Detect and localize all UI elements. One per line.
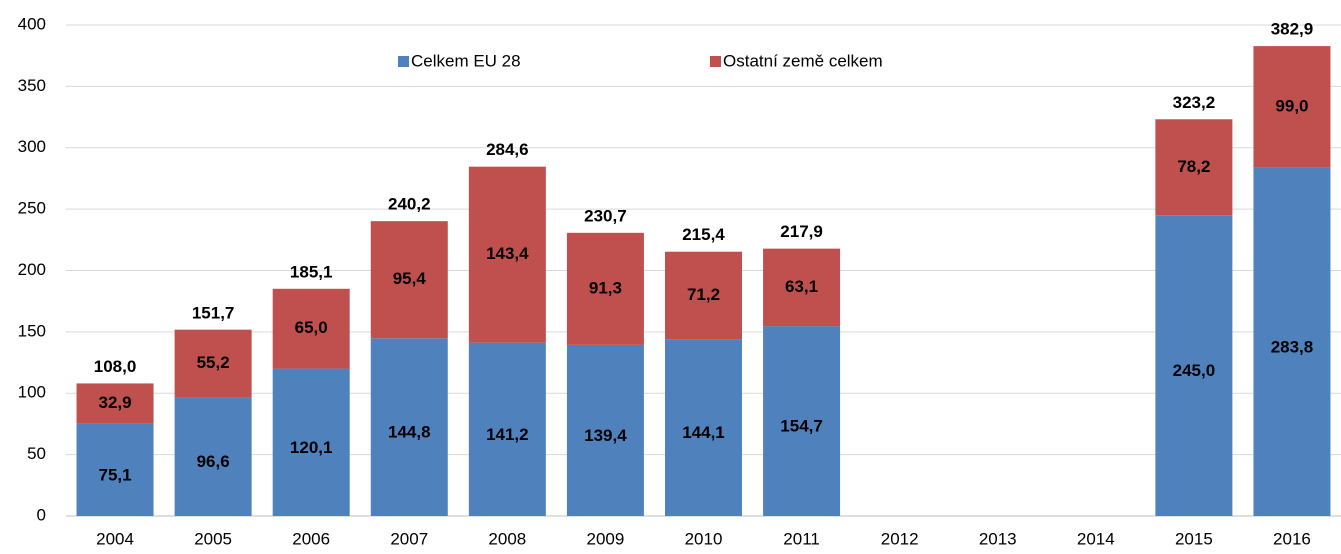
data-label: 141,2 <box>486 425 529 444</box>
x-tick-label: 2016 <box>1273 529 1311 548</box>
legend-label: Celkem EU 28 <box>411 51 521 70</box>
data-label: 91,3 <box>589 278 622 297</box>
total-label: 382,9 <box>1271 19 1314 38</box>
data-label: 32,9 <box>98 393 131 412</box>
total-label: 230,7 <box>584 206 627 225</box>
y-tick-label: 50 <box>27 444 46 463</box>
data-label: 95,4 <box>393 269 427 288</box>
bar-segment <box>272 368 350 516</box>
x-tick-label: 2006 <box>292 529 330 548</box>
x-tick-label: 2005 <box>194 529 232 548</box>
x-tick-label: 2007 <box>390 529 428 548</box>
bar-segment <box>76 423 154 516</box>
total-label: 215,4 <box>682 225 725 244</box>
bar-segment <box>763 248 841 327</box>
x-tick-label: 2013 <box>979 529 1017 548</box>
y-tick-label: 250 <box>18 199 46 218</box>
legend-swatch <box>398 56 409 67</box>
total-label: 323,2 <box>1173 93 1216 112</box>
data-label: 144,1 <box>682 423 725 442</box>
data-label: 96,6 <box>197 452 230 471</box>
bar-segment <box>665 339 742 516</box>
total-label: 284,6 <box>486 140 529 159</box>
y-tick-label: 0 <box>37 505 46 524</box>
data-label: 78,2 <box>1177 157 1210 176</box>
data-label: 99,0 <box>1275 96 1308 115</box>
total-label: 217,9 <box>780 222 823 241</box>
bar-segment <box>1155 215 1233 516</box>
data-label: 75,1 <box>98 465 131 484</box>
y-tick-label: 300 <box>18 137 46 156</box>
total-label: 151,7 <box>192 303 235 322</box>
bar-segment <box>763 326 841 516</box>
data-label: 143,4 <box>486 244 529 263</box>
y-tick-label: 150 <box>18 321 46 340</box>
bar-segment <box>174 329 252 398</box>
y-tick-label: 200 <box>18 260 46 279</box>
data-label: 71,2 <box>687 285 720 304</box>
y-tick-label: 400 <box>18 14 46 33</box>
bar-segment <box>1155 119 1233 216</box>
x-tick-label: 2008 <box>488 529 526 548</box>
total-label: 185,1 <box>290 262 333 281</box>
data-label: 245,0 <box>1173 361 1216 380</box>
data-label: 144,8 <box>388 423 431 442</box>
y-tick-label: 100 <box>18 383 46 402</box>
data-label: 65,0 <box>295 318 328 337</box>
x-tick-label: 2012 <box>881 529 919 548</box>
bar-segment <box>1253 46 1331 168</box>
data-label: 63,1 <box>785 277 818 296</box>
bar-segment <box>370 338 448 516</box>
x-tick-label: 2011 <box>783 529 820 548</box>
bar-segment <box>174 397 252 516</box>
bar-segment <box>566 344 644 516</box>
legend-swatch <box>710 56 721 67</box>
bar-segment <box>1253 167 1331 516</box>
x-tick-label: 2015 <box>1175 529 1213 548</box>
data-label: 154,7 <box>780 417 823 436</box>
data-label: 55,2 <box>197 353 230 372</box>
bar-segment <box>468 166 546 343</box>
data-label: 283,8 <box>1271 337 1314 356</box>
x-tick-label: 2004 <box>96 529 134 548</box>
y-tick-label: 350 <box>18 76 46 95</box>
bar-segment <box>76 383 154 424</box>
bar-segment <box>272 288 350 369</box>
bar-segment <box>566 232 644 345</box>
data-label: 120,1 <box>290 438 333 457</box>
bar-segment <box>370 221 448 339</box>
bar-segment <box>468 342 546 516</box>
legend-label: Ostatní země celkem <box>723 51 883 70</box>
x-tick-label: 2009 <box>587 529 625 548</box>
total-label: 108,0 <box>94 357 137 376</box>
data-label: 139,4 <box>584 426 627 445</box>
x-tick-label: 2010 <box>685 529 723 548</box>
bar-segment <box>665 251 742 340</box>
total-label: 240,2 <box>388 195 431 214</box>
x-tick-label: 2014 <box>1077 529 1115 548</box>
